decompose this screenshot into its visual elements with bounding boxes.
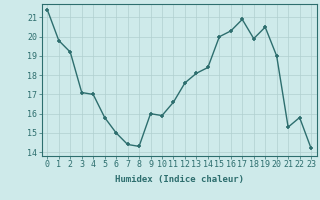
- X-axis label: Humidex (Indice chaleur): Humidex (Indice chaleur): [115, 175, 244, 184]
